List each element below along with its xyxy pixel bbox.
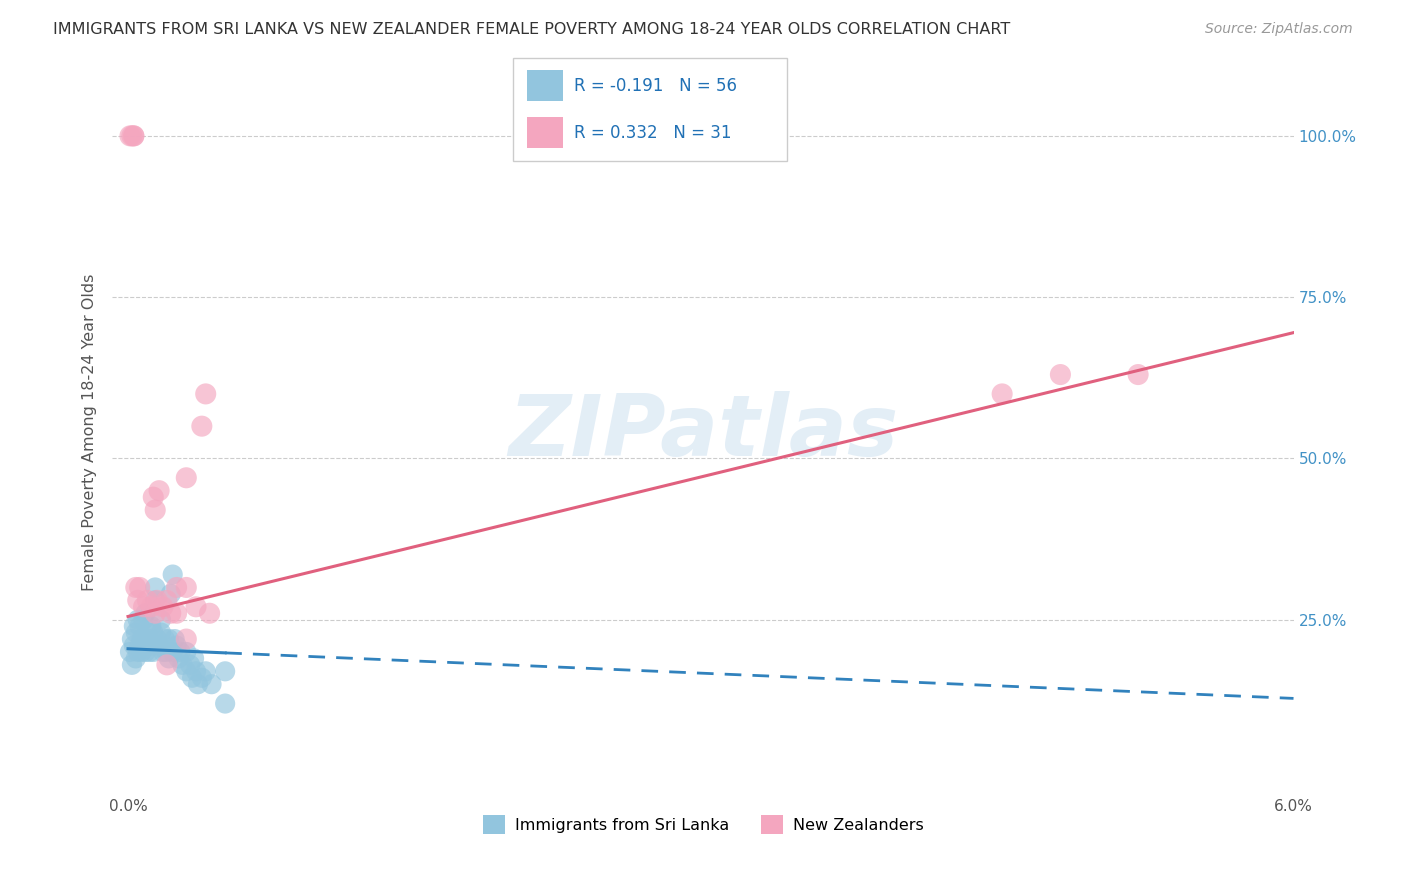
Point bbox=[183, 651, 205, 665]
Point bbox=[166, 581, 188, 595]
Point bbox=[125, 651, 148, 665]
Point bbox=[194, 665, 217, 679]
Point bbox=[136, 593, 159, 607]
Point bbox=[150, 625, 173, 640]
Text: ZIPatlas: ZIPatlas bbox=[508, 391, 898, 475]
Point bbox=[179, 657, 201, 672]
Point bbox=[184, 599, 207, 614]
Point bbox=[143, 607, 166, 621]
Point bbox=[152, 599, 174, 614]
Point bbox=[136, 625, 159, 640]
Point bbox=[181, 671, 204, 685]
Point bbox=[174, 471, 197, 485]
Point bbox=[142, 490, 165, 504]
Point bbox=[200, 677, 222, 691]
Point bbox=[121, 657, 143, 672]
Point bbox=[136, 639, 159, 653]
Point bbox=[166, 639, 188, 653]
Point bbox=[214, 665, 236, 679]
Point bbox=[174, 581, 197, 595]
Point bbox=[152, 645, 174, 659]
Point bbox=[172, 657, 194, 672]
Legend: Immigrants from Sri Lanka, New Zealanders: Immigrants from Sri Lanka, New Zealander… bbox=[477, 809, 929, 840]
Point bbox=[162, 645, 184, 659]
Point bbox=[143, 593, 166, 607]
Point bbox=[122, 639, 145, 653]
Point bbox=[148, 483, 170, 498]
Point bbox=[143, 503, 166, 517]
Point bbox=[118, 645, 141, 659]
Point bbox=[141, 639, 163, 653]
Point bbox=[187, 677, 209, 691]
FancyBboxPatch shape bbox=[527, 70, 562, 101]
Point bbox=[150, 613, 173, 627]
Point bbox=[122, 128, 145, 143]
Point bbox=[138, 645, 160, 659]
Point bbox=[166, 607, 188, 621]
Text: R = -0.191   N = 56: R = -0.191 N = 56 bbox=[574, 77, 737, 95]
Point bbox=[156, 593, 179, 607]
FancyBboxPatch shape bbox=[527, 118, 562, 148]
Point bbox=[132, 613, 155, 627]
Point bbox=[169, 645, 191, 659]
Point bbox=[159, 607, 181, 621]
Text: R = 0.332   N = 31: R = 0.332 N = 31 bbox=[574, 124, 731, 142]
Point bbox=[191, 671, 214, 685]
Point bbox=[128, 619, 150, 633]
Point bbox=[167, 651, 190, 665]
Point bbox=[148, 639, 170, 653]
Point bbox=[142, 645, 165, 659]
Point bbox=[138, 632, 160, 646]
Point bbox=[134, 607, 156, 621]
Text: Source: ZipAtlas.com: Source: ZipAtlas.com bbox=[1205, 22, 1353, 37]
Point bbox=[156, 645, 179, 659]
Point bbox=[162, 567, 184, 582]
Point bbox=[146, 632, 169, 646]
Point bbox=[174, 665, 197, 679]
Point bbox=[1126, 368, 1149, 382]
Point bbox=[132, 632, 155, 646]
Point bbox=[214, 697, 236, 711]
Point bbox=[131, 645, 153, 659]
Point bbox=[125, 581, 148, 595]
Point bbox=[128, 639, 150, 653]
Point bbox=[143, 581, 166, 595]
Point bbox=[141, 619, 163, 633]
Point bbox=[118, 128, 141, 143]
Point bbox=[122, 128, 145, 143]
Point bbox=[156, 657, 179, 672]
Point bbox=[184, 665, 207, 679]
Point bbox=[121, 128, 143, 143]
Point bbox=[157, 651, 180, 665]
Point bbox=[127, 593, 149, 607]
Point bbox=[132, 599, 155, 614]
Point bbox=[174, 645, 197, 659]
Point bbox=[125, 625, 148, 640]
Point bbox=[141, 599, 163, 614]
Point bbox=[128, 581, 150, 595]
Point bbox=[1049, 368, 1071, 382]
Point bbox=[198, 607, 221, 621]
Text: IMMIGRANTS FROM SRI LANKA VS NEW ZEALANDER FEMALE POVERTY AMONG 18-24 YEAR OLDS : IMMIGRANTS FROM SRI LANKA VS NEW ZEALAND… bbox=[53, 22, 1011, 37]
Point bbox=[991, 387, 1014, 401]
Point bbox=[157, 632, 180, 646]
Point bbox=[146, 593, 169, 607]
Point bbox=[127, 613, 149, 627]
Point bbox=[163, 632, 186, 646]
Y-axis label: Female Poverty Among 18-24 Year Olds: Female Poverty Among 18-24 Year Olds bbox=[82, 274, 97, 591]
Point bbox=[153, 632, 176, 646]
Point bbox=[174, 632, 197, 646]
Point bbox=[134, 645, 156, 659]
Point bbox=[191, 419, 214, 434]
Point bbox=[127, 645, 149, 659]
Point bbox=[159, 587, 181, 601]
Point bbox=[122, 619, 145, 633]
Point bbox=[121, 632, 143, 646]
Point bbox=[194, 387, 217, 401]
FancyBboxPatch shape bbox=[513, 58, 787, 161]
Point bbox=[131, 632, 153, 646]
Point bbox=[142, 625, 165, 640]
